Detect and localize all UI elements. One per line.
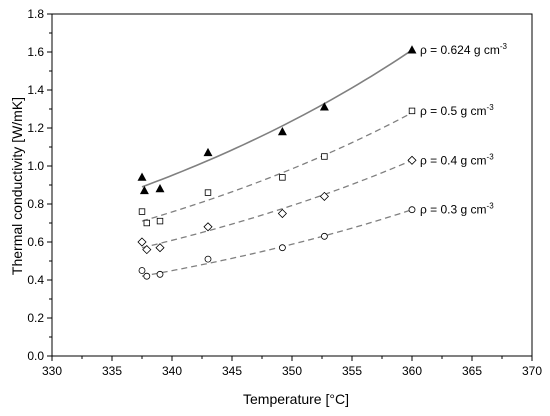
x-tick-label: 350 bbox=[282, 364, 302, 378]
fit-line-series-3 bbox=[141, 159, 413, 249]
series-1-points bbox=[137, 45, 417, 195]
square-marker bbox=[408, 107, 416, 115]
y-tick-label: 1.0 bbox=[27, 159, 44, 173]
x-tick-label: 360 bbox=[402, 364, 422, 378]
series-label-text: ρ = 0.3 g cm bbox=[420, 203, 487, 217]
series-label-exponent: -3 bbox=[487, 152, 495, 161]
series-label-text: ρ = 0.4 g cm bbox=[420, 153, 487, 167]
plot-frame bbox=[51, 13, 533, 357]
tick-labels: 330 335 340 345 350 355 360 365 370 0.0 0.2 0.4 0.6 0… bbox=[27, 7, 542, 378]
circle-marker bbox=[204, 255, 212, 263]
square-marker bbox=[143, 219, 150, 227]
fit-line-series-4 bbox=[141, 209, 413, 277]
series-2-points bbox=[138, 107, 416, 227]
series-label-text: ρ = 0.624 g cm bbox=[420, 43, 500, 57]
diamond-marker bbox=[277, 208, 287, 219]
circle-marker bbox=[278, 244, 286, 252]
fit-line-series-2 bbox=[141, 112, 413, 222]
y-tick-label: 0.6 bbox=[27, 235, 44, 249]
triangle-marker bbox=[319, 102, 329, 111]
diamond-marker bbox=[319, 191, 329, 201]
y-tick-label: 1.6 bbox=[27, 45, 44, 59]
x-tick-label: 370 bbox=[522, 364, 542, 378]
series-label-exponent: -3 bbox=[500, 42, 508, 51]
square-marker bbox=[279, 174, 286, 181]
y-axis-title: Thermal conductivity [W/mK] bbox=[9, 97, 25, 275]
y-tick-label: 0.8 bbox=[27, 197, 44, 211]
x-axis-title: Temperature [°C] bbox=[243, 391, 349, 407]
series-label-1: ρ = 0.624 g cm-3 bbox=[420, 42, 508, 57]
circle-marker bbox=[408, 206, 416, 214]
fit-lines bbox=[141, 49, 413, 277]
triangle-marker bbox=[203, 147, 213, 157]
x-tick-label: 345 bbox=[222, 364, 242, 378]
square-marker bbox=[156, 217, 164, 225]
circle-marker bbox=[138, 267, 146, 274]
y-tick-label: 0.2 bbox=[27, 311, 44, 325]
triangle-marker bbox=[137, 172, 147, 181]
series-label-exponent: -3 bbox=[487, 202, 495, 211]
x-tick-label: 335 bbox=[102, 364, 122, 378]
data-points bbox=[137, 45, 417, 280]
series-label-text: ρ = 0.5 g cm bbox=[420, 104, 487, 118]
x-tick-label: 355 bbox=[342, 364, 362, 378]
series-label-4: ρ = 0.3 g cm-3 bbox=[420, 202, 494, 217]
x-tick-label: 340 bbox=[162, 364, 182, 378]
series-label-3: ρ = 0.4 g cm-3 bbox=[420, 152, 494, 167]
series-label-2: ρ = 0.5 g cm-3 bbox=[420, 103, 494, 118]
y-tick-label: 1.4 bbox=[27, 83, 44, 97]
series-4-points bbox=[138, 206, 416, 280]
diamond-marker bbox=[407, 155, 417, 165]
diamond-marker bbox=[137, 237, 147, 247]
circle-marker bbox=[143, 272, 151, 280]
y-tick-label: 1.2 bbox=[27, 121, 44, 135]
y-tick-label: 0.4 bbox=[27, 273, 44, 287]
diamond-marker bbox=[155, 243, 165, 253]
square-marker bbox=[321, 153, 328, 160]
circle-marker bbox=[156, 270, 164, 278]
x-tick-label: 365 bbox=[462, 364, 482, 378]
triangle-marker bbox=[155, 183, 165, 193]
series-labels: ρ = 0.624 g cm-3ρ = 0.5 g cm-3ρ = 0.4 g … bbox=[420, 42, 508, 217]
y-tick-label: 1.8 bbox=[27, 7, 44, 21]
diamond-marker bbox=[142, 245, 152, 255]
diamond-marker bbox=[203, 222, 213, 232]
triangle-marker bbox=[277, 126, 287, 136]
axes bbox=[47, 13, 533, 361]
series-3-points bbox=[137, 155, 417, 255]
circle-marker bbox=[320, 232, 328, 240]
y-tick-label: 0.0 bbox=[27, 349, 44, 363]
x-tick-label: 330 bbox=[42, 364, 62, 378]
square-marker bbox=[138, 208, 146, 215]
square-marker bbox=[204, 189, 212, 196]
series-label-exponent: -3 bbox=[487, 103, 495, 112]
triangle-marker bbox=[407, 45, 417, 54]
triangle-marker bbox=[139, 185, 149, 195]
fit-line-series-1 bbox=[141, 49, 413, 188]
